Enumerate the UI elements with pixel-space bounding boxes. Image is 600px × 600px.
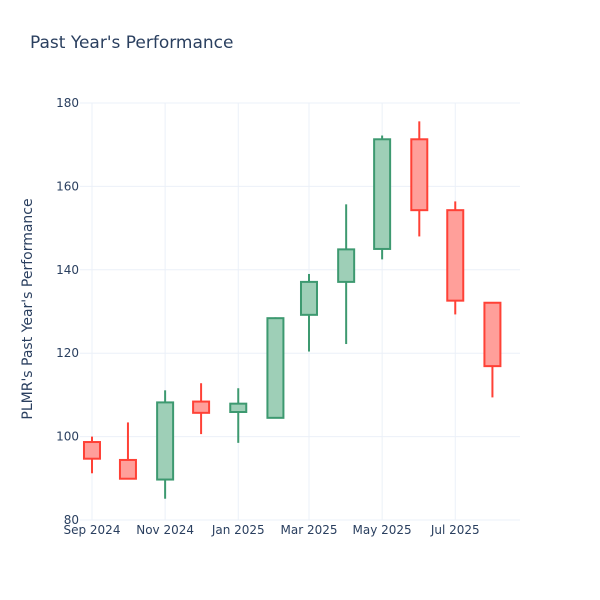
candle-body	[192, 400, 211, 414]
candle-increasing	[373, 135, 392, 260]
x-tick-label: Jan 2025	[211, 523, 265, 537]
x-axis-ticks: Sep 2024 Nov 2024 Jan 2025 Mar 2025 May 2025…	[63, 523, 479, 537]
candle-body	[483, 301, 502, 368]
candle-decreasing	[82, 436, 101, 474]
y-axis-title: PLMR's Past Year's Performance	[20, 198, 36, 419]
candle-decreasing	[446, 201, 465, 315]
y-tick-label: 100	[56, 430, 79, 444]
candle-decreasing	[410, 121, 429, 237]
x-tick-label: Sep 2024	[63, 523, 120, 537]
candle-body	[373, 138, 392, 250]
x-tick-label: Mar 2025	[280, 523, 337, 537]
candle-decreasing	[192, 383, 211, 435]
candle-body	[82, 441, 101, 460]
candle-body	[410, 138, 429, 212]
candle-body	[229, 402, 248, 413]
candle-increasing	[266, 317, 285, 419]
candle-body	[299, 280, 318, 316]
candle-body	[266, 317, 285, 419]
candle-body	[446, 209, 465, 302]
x-tick-label: Jul 2025	[430, 523, 480, 537]
chart-title: Past Year's Performance	[30, 33, 234, 53]
candles	[82, 121, 502, 499]
candle-body	[337, 248, 356, 283]
y-axis-ticks: 80 100 120 140 160 180	[56, 96, 79, 527]
candle-decreasing	[483, 301, 502, 398]
x-tick-label: May 2025	[353, 523, 412, 537]
candle-body	[118, 458, 137, 480]
candle-increasing	[337, 204, 356, 345]
y-tick-label: 80	[64, 513, 79, 527]
candle-body	[156, 401, 175, 481]
candle-decreasing	[118, 422, 137, 480]
y-tick-label: 160	[56, 179, 79, 193]
candle-increasing	[299, 273, 318, 352]
candle-increasing	[156, 390, 175, 499]
y-tick-label: 180	[56, 96, 79, 110]
candle-increasing	[229, 388, 248, 443]
y-tick-label: 120	[56, 346, 79, 360]
y-tick-label: 140	[56, 263, 79, 277]
x-tick-label: Nov 2024	[136, 523, 194, 537]
